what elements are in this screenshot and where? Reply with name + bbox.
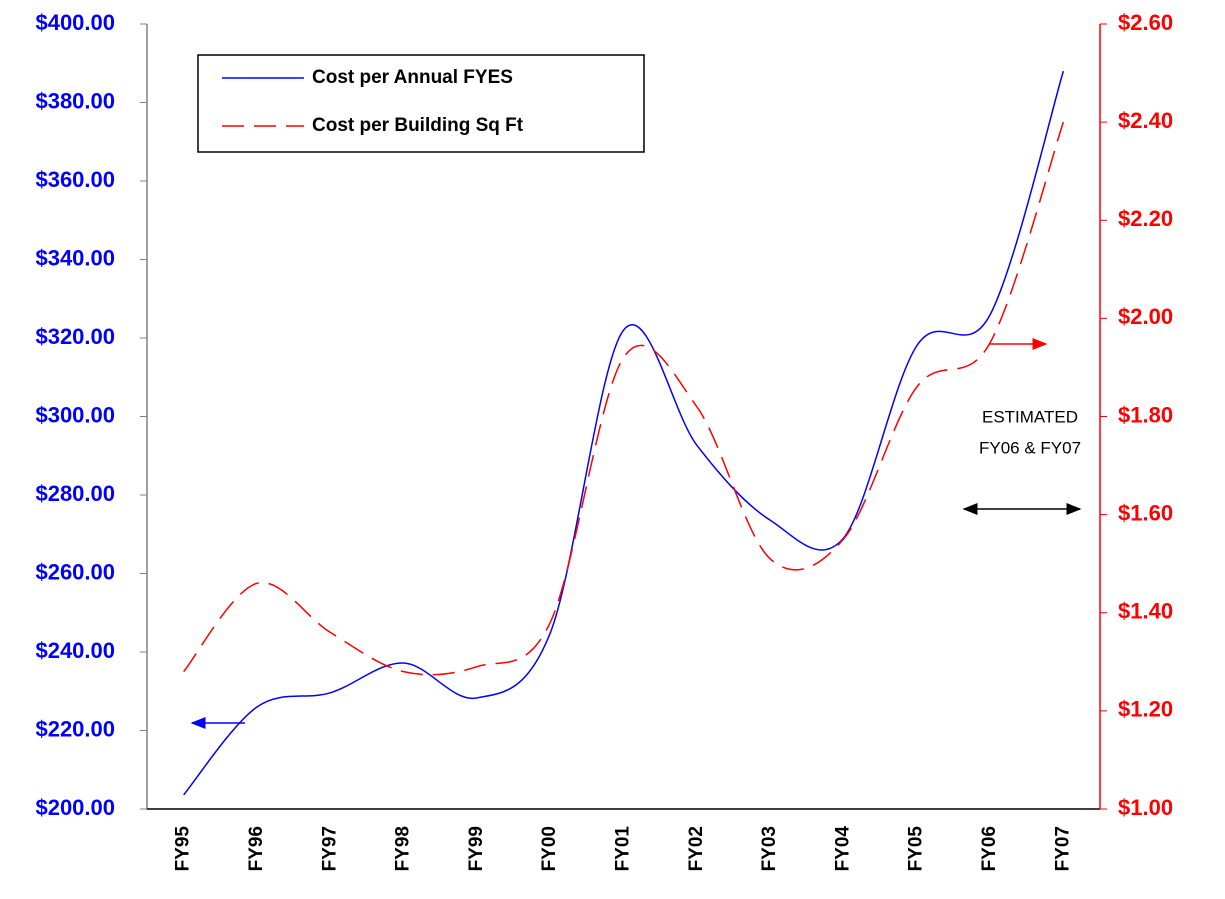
x-tick-label: FY96 — [246, 826, 267, 871]
x-tick-label: FY97 — [319, 826, 340, 871]
x-tick-label: FY95 — [173, 826, 194, 872]
series-line — [183, 121, 1065, 676]
y2-tick-label: $1.40 — [1118, 599, 1173, 624]
x-tick-label: FY07 — [1052, 826, 1073, 871]
x-tick-label: FY00 — [539, 826, 560, 871]
y-tick-label: $240.00 — [35, 638, 115, 663]
y2-tick-label: $1.20 — [1118, 697, 1173, 722]
x-tick-label: FY99 — [466, 826, 487, 871]
y-tick-label: $320.00 — [35, 324, 115, 349]
y2-tick-label: $2.40 — [1118, 108, 1173, 133]
y-tick-label: $340.00 — [35, 245, 115, 270]
x-tick-label: FY01 — [613, 826, 634, 872]
legend-label: Cost per Annual FYES — [312, 67, 513, 88]
y-tick-label: $380.00 — [35, 88, 115, 113]
x-tick-label: FY02 — [686, 826, 707, 871]
y-tick-label: $220.00 — [35, 716, 115, 741]
y-tick-label: $280.00 — [35, 481, 115, 506]
y-tick-label: $300.00 — [35, 402, 115, 427]
y2-tick-label: $2.60 — [1118, 10, 1173, 35]
x-tick-label: FY06 — [979, 826, 1000, 871]
y-tick-label: $400.00 — [35, 10, 115, 35]
x-tick-label: FY03 — [759, 826, 780, 871]
y2-tick-label: $1.60 — [1118, 500, 1173, 525]
y2-tick-label: $2.20 — [1118, 206, 1173, 231]
x-tick-label: FY04 — [832, 826, 853, 872]
annotation: ESTIMATED — [982, 407, 1078, 426]
y-tick-label: $200.00 — [35, 795, 115, 820]
y2-tick-label: $1.00 — [1118, 795, 1173, 820]
x-tick-label: FY98 — [393, 826, 414, 871]
legend — [197, 54, 645, 153]
y2-tick-label: $2.00 — [1118, 304, 1173, 329]
annotation: FY06 & FY07 — [979, 438, 1081, 457]
y2-tick-label: $1.80 — [1118, 402, 1173, 427]
legend-label: Cost per Building Sq Ft — [312, 115, 524, 136]
y-tick-label: $260.00 — [35, 559, 115, 584]
y-tick-label: $360.00 — [35, 167, 115, 192]
series-line — [183, 70, 1065, 796]
x-tick-label: FY05 — [906, 826, 927, 872]
